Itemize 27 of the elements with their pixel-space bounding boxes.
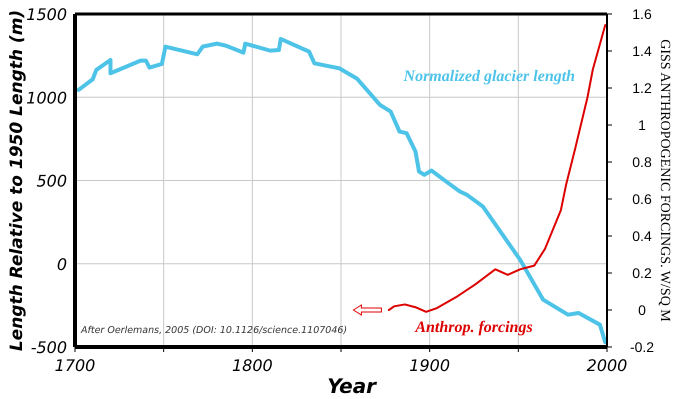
y-tick-label: 1000 xyxy=(26,88,67,108)
y2-tick-label: 1.4 xyxy=(632,43,652,59)
x-tick-label: 1900 xyxy=(409,356,450,375)
y2-tick-label: 0.6 xyxy=(632,191,652,207)
y2-tick-label: 1 xyxy=(638,117,646,133)
x-tick-label: 2000 xyxy=(586,356,628,375)
y2-axis-title: GISS ANTHROPOGENIC FORCINGS. W/SQ M xyxy=(657,39,672,322)
y-tick-label: 500 xyxy=(36,172,67,190)
y2-tick-label: 0.8 xyxy=(632,154,652,170)
annotation: After Oerlemans, 2005 (DOI: 10.1126/science.1107046) xyxy=(80,325,348,336)
y-tick-label: 0 xyxy=(56,254,67,274)
y2-tick-label: 0.4 xyxy=(632,228,652,244)
line-series xyxy=(388,24,606,313)
y2-tick-label: 0.2 xyxy=(632,265,652,281)
y-tick-label: -500 xyxy=(30,338,67,357)
line-series xyxy=(76,36,608,344)
series-label: Normalized glacier length xyxy=(402,68,576,85)
y2-tick-label: 0 xyxy=(638,302,646,318)
x-tick-label: 1700 xyxy=(54,356,96,375)
x-tick-label: 1800 xyxy=(232,356,273,375)
series-label: Anthrop. forcings xyxy=(414,319,533,336)
y2-tick-label: 1.2 xyxy=(632,80,652,96)
x-axis-title: Year xyxy=(327,374,378,398)
y-tick-label: 1500 xyxy=(26,5,67,24)
y2-tick-label: -0.2 xyxy=(630,339,654,355)
y2-tick-label: 1.6 xyxy=(632,6,652,22)
y-axis-title: Length Relative to 1950 Length (m) xyxy=(7,10,27,352)
